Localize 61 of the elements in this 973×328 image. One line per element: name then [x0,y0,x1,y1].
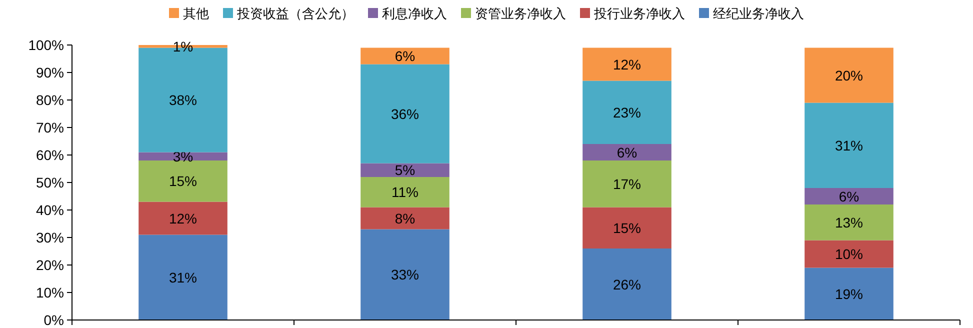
bar [582,144,672,160]
bar [360,177,450,208]
data-label: 31% [834,137,864,154]
bar [138,160,228,202]
bar [360,229,450,320]
bar [582,160,672,208]
bar [360,163,450,177]
data-label: 23% [612,104,642,120]
data-label: 5% [394,162,416,178]
data-label: 8% [394,210,416,226]
bar [138,202,228,235]
bar [804,268,894,320]
data-label: 38% [168,92,198,108]
bar [804,188,894,204]
y-tick-label: 60% [36,147,64,163]
data-label: 6% [838,188,860,204]
data-label: 33% [390,266,420,283]
bar [804,102,894,188]
bar [804,48,894,103]
bar [804,240,894,268]
data-label: 15% [168,173,198,190]
data-label: 20% [834,67,864,84]
y-tick-label: 40% [36,202,64,218]
legend-label: 经纪业务净收入 [713,6,804,21]
data-label: 19% [834,286,864,302]
data-label: 10% [834,246,864,262]
data-label: 36% [390,106,420,122]
data-label: 17% [612,176,642,192]
data-label: 13% [834,214,864,230]
data-label: 15% [612,220,642,236]
legend-label: 投资收益（含公允） [236,6,354,21]
bar [582,248,672,320]
y-tick-label: 80% [36,92,64,108]
bar [360,64,450,164]
legend-label: 资管业务净收入 [475,6,566,21]
bar [360,207,450,230]
bar [582,207,672,248]
data-label: 12% [168,210,198,226]
data-label: 6% [394,48,416,64]
data-label: 12% [612,56,642,72]
y-tick-label: 10% [36,284,64,300]
legend-label: 利息净收入 [382,6,447,21]
y-tick-label: 30% [36,230,64,246]
legend-label: 其他 [183,6,209,21]
legend-label: 投行业务净收入 [593,6,685,21]
data-label: 6% [616,144,638,160]
bar [582,48,672,81]
y-tick-label: 100% [28,37,64,53]
data-label: 3% [172,148,194,164]
data-label: 26% [612,276,642,292]
bar [582,80,672,144]
y-tick-label: 0% [44,312,64,328]
y-tick-label: 20% [36,257,64,273]
data-label: 31% [168,269,198,286]
bar [804,204,894,240]
data-label: 11% [392,184,418,200]
y-tick-label: 50% [36,174,64,190]
y-tick-label: 90% [36,64,64,80]
bar [138,234,228,320]
bar [360,48,450,64]
y-tick-label: 70% [36,120,64,136]
